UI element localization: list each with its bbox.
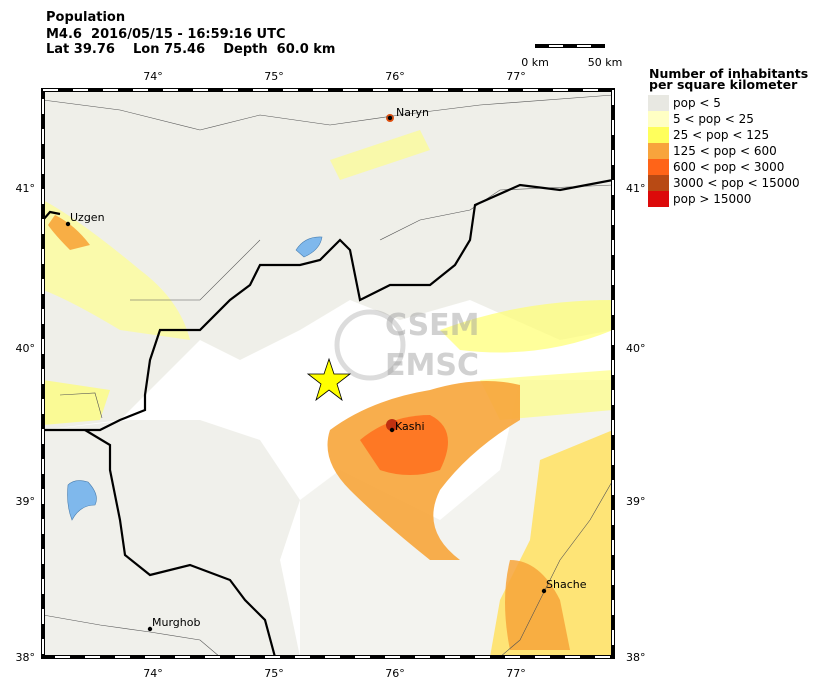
legend-swatch bbox=[648, 127, 669, 143]
lon-label: 75° bbox=[264, 667, 284, 680]
lat-label: 39° bbox=[626, 495, 646, 508]
legend: Number of inhabitants per square kilomet… bbox=[648, 66, 808, 207]
city-marker bbox=[147, 626, 153, 632]
watermark: CSEM EMSC bbox=[334, 308, 480, 383]
legend-swatch bbox=[648, 143, 669, 159]
city-marker bbox=[387, 115, 393, 121]
legend-label: 125 < pop < 600 bbox=[673, 144, 777, 158]
lat-label: 39° bbox=[16, 495, 36, 508]
lat-label: 40° bbox=[16, 342, 36, 355]
map: CSEM EMSC Naryn Uzgen Kashi Shache Murghob bbox=[43, 90, 613, 657]
scale-end: 50 km bbox=[588, 56, 623, 69]
city-label: Kashi bbox=[395, 420, 425, 433]
legend-label: 25 < pop < 125 bbox=[673, 128, 769, 142]
lat-label: 38° bbox=[626, 651, 646, 664]
lon-label: 77° bbox=[506, 70, 526, 83]
legend-title: Number of inhabitants bbox=[649, 66, 808, 81]
legend-swatch bbox=[648, 95, 669, 111]
watermark-text: EMSC bbox=[385, 348, 479, 383]
lon-label: 76° bbox=[385, 70, 405, 83]
lat-label: 41° bbox=[16, 182, 36, 195]
lat-label: 38° bbox=[16, 651, 36, 664]
legend-label: 5 < pop < 25 bbox=[673, 112, 754, 126]
legend-label: pop < 5 bbox=[673, 96, 721, 110]
city-label: Naryn bbox=[396, 106, 429, 119]
lon-label: 75° bbox=[264, 70, 284, 83]
legend-swatch bbox=[648, 111, 669, 127]
watermark-text: CSEM bbox=[385, 308, 480, 343]
legend-label: pop > 15000 bbox=[673, 192, 751, 206]
city-marker bbox=[65, 221, 71, 227]
legend-swatch bbox=[648, 159, 669, 175]
lat-label: 40° bbox=[626, 342, 646, 355]
lon-label: 74° bbox=[143, 667, 163, 680]
city-label: Shache bbox=[546, 578, 587, 591]
lon-label: 77° bbox=[506, 667, 526, 680]
lon-label: 76° bbox=[385, 667, 405, 680]
map-frame-dash bbox=[42, 89, 614, 658]
cities: Naryn Uzgen Kashi Shache Murghob bbox=[65, 106, 587, 632]
event-info: M4.6 2016/05/15 - 16:59:16 UTC bbox=[46, 27, 285, 42]
city-label: Uzgen bbox=[70, 211, 105, 224]
scale-bar: 0 km 50 km bbox=[521, 44, 622, 69]
legend-swatch bbox=[648, 175, 669, 191]
location-info: Lat 39.76 Lon 75.46 Depth 60.0 km bbox=[46, 42, 335, 57]
city-marker bbox=[389, 427, 395, 433]
legend-label: 3000 < pop < 15000 bbox=[673, 176, 800, 190]
epicenter bbox=[306, 357, 352, 402]
city-label: Murghob bbox=[152, 616, 200, 629]
lat-label: 41° bbox=[626, 182, 646, 195]
lon-label: 74° bbox=[143, 70, 163, 83]
title: Population bbox=[46, 10, 125, 25]
legend-label: 600 < pop < 3000 bbox=[673, 160, 784, 174]
city-marker bbox=[541, 588, 547, 594]
graticule-labels: 74° 74° 75° 75° 76° 76° 77° 77° 41° 41° 40° 40° 39° 3… bbox=[16, 70, 646, 680]
legend-swatch bbox=[648, 191, 669, 207]
scale-start: 0 km bbox=[521, 56, 549, 69]
legend-title: per square kilometer bbox=[649, 77, 798, 92]
